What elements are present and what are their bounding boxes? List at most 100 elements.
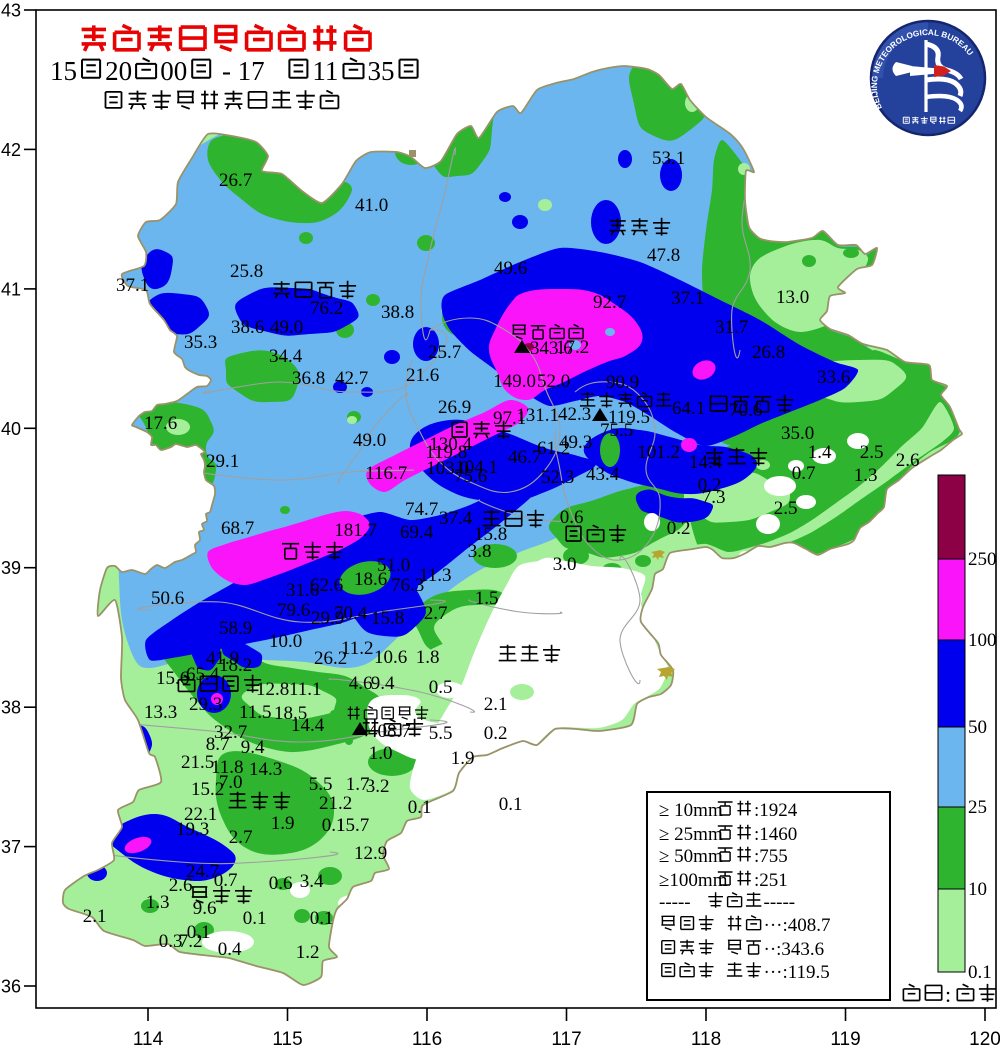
svg-text:32.7: 32.7 (214, 722, 247, 743)
svg-text:62.6: 62.6 (310, 575, 343, 596)
svg-text:51.0: 51.0 (377, 555, 410, 576)
svg-text:46.7: 46.7 (508, 447, 541, 468)
svg-text:1.3: 1.3 (146, 892, 170, 913)
svg-text:17.6: 17.6 (144, 413, 177, 434)
svg-text:38: 38 (1, 698, 21, 718)
svg-text:9.6: 9.6 (193, 898, 217, 919)
svg-text:58.9: 58.9 (219, 618, 252, 639)
svg-text:11.2: 11.2 (341, 638, 374, 659)
svg-text:15: 15 (50, 56, 77, 86)
svg-text:0.6: 0.6 (269, 873, 293, 894)
svg-text:47.8: 47.8 (647, 245, 680, 266)
svg-text:343.6: 343.6 (530, 338, 573, 359)
svg-text:0.1: 0.1 (968, 962, 992, 983)
svg-text:37: 37 (1, 837, 21, 857)
svg-text:26.2: 26.2 (314, 648, 347, 669)
svg-text:29.3: 29.3 (189, 694, 222, 715)
svg-text:120: 120 (969, 1029, 1000, 1048)
svg-text::1924: :1924 (754, 800, 798, 821)
svg-text:65.4: 65.4 (186, 664, 220, 685)
svg-text:10.6: 10.6 (374, 647, 407, 668)
svg-text:75.6: 75.6 (454, 466, 487, 487)
svg-text:17.2: 17.2 (556, 337, 589, 358)
svg-text:0.5: 0.5 (429, 677, 453, 698)
svg-text:2.5: 2.5 (860, 442, 884, 463)
svg-text:18.2: 18.2 (219, 655, 252, 676)
svg-text:0.4: 0.4 (218, 939, 242, 960)
svg-text:19.3: 19.3 (176, 819, 209, 840)
svg-text:7.3: 7.3 (702, 487, 726, 508)
svg-text:250: 250 (968, 549, 997, 570)
svg-text:53.1: 53.1 (652, 148, 685, 169)
svg-text:3.2: 3.2 (366, 776, 390, 797)
svg-text:1.5: 1.5 (475, 588, 499, 609)
svg-text:52.0: 52.0 (537, 371, 570, 392)
svg-text:0.1: 0.1 (243, 908, 267, 929)
svg-text:31.7: 31.7 (715, 317, 748, 338)
svg-text:2.1: 2.1 (83, 906, 107, 927)
svg-text:1.3: 1.3 (854, 465, 878, 486)
svg-text:117: 117 (551, 1029, 581, 1048)
svg-text:0.7: 0.7 (792, 463, 816, 484)
svg-text:10.0: 10.0 (269, 631, 302, 652)
svg-text:35: 35 (368, 56, 395, 86)
svg-text:0.1: 0.1 (322, 815, 346, 836)
svg-text:15.6: 15.6 (156, 668, 189, 689)
svg-text::1460: :1460 (754, 824, 797, 845)
svg-text:≥ 50mm: ≥ 50mm (659, 846, 723, 867)
svg-text:29.9: 29.9 (311, 608, 344, 629)
svg-text:33.6: 33.6 (817, 367, 850, 388)
svg-text:9.4: 9.4 (371, 673, 395, 694)
svg-text:114: 114 (133, 1029, 164, 1048)
svg-text:37.1: 37.1 (116, 275, 149, 296)
svg-text:0.3: 0.3 (159, 931, 183, 952)
svg-text:20: 20 (105, 56, 132, 86)
svg-text:13.0: 13.0 (776, 287, 809, 308)
svg-text:11.1: 11.1 (289, 679, 322, 700)
svg-text:119.8: 119.8 (425, 442, 467, 463)
svg-text:50.6: 50.6 (151, 588, 184, 609)
svg-text:181.7: 181.7 (334, 520, 377, 541)
svg-text:0.2: 0.2 (484, 723, 508, 744)
svg-text:15.7: 15.7 (336, 815, 369, 836)
svg-text:15.2: 15.2 (191, 779, 224, 800)
svg-text:41.9: 41.9 (206, 648, 239, 669)
svg-text:118: 118 (691, 1029, 721, 1048)
svg-text:0.6: 0.6 (560, 507, 584, 528)
svg-text:92.7: 92.7 (593, 292, 626, 313)
svg-text:43.4: 43.4 (586, 464, 620, 485)
svg-text:50: 50 (968, 717, 987, 738)
svg-text:11.3: 11.3 (419, 565, 452, 586)
svg-text:26.8: 26.8 (752, 342, 785, 363)
svg-text:119.5: 119.5 (608, 407, 650, 428)
svg-text:3.4: 3.4 (300, 871, 324, 892)
svg-text:130.4: 130.4 (429, 434, 472, 455)
svg-text:408.7: 408.7 (368, 721, 411, 742)
svg-text:3.0: 3.0 (553, 554, 577, 575)
svg-text:···:119.5: ···:119.5 (764, 962, 830, 983)
svg-text:0.1: 0.1 (310, 908, 334, 929)
svg-text:116: 116 (412, 1029, 442, 1048)
svg-text:68.7: 68.7 (221, 518, 254, 539)
svg-text:7.2: 7.2 (179, 931, 203, 952)
svg-text:2.6: 2.6 (896, 450, 920, 471)
svg-text:35.3: 35.3 (184, 332, 217, 353)
svg-text:42: 42 (1, 140, 21, 160)
svg-text:116.7: 116.7 (365, 463, 407, 484)
svg-text:11.8: 11.8 (211, 757, 244, 778)
svg-text:00: 00 (160, 56, 187, 86)
svg-text:131.1: 131.1 (516, 405, 559, 426)
svg-text:42.7: 42.7 (335, 368, 368, 389)
svg-text:1.2: 1.2 (296, 942, 320, 963)
svg-text:≥ 25mm: ≥ 25mm (659, 824, 723, 845)
svg-text:61.2: 61.2 (537, 438, 570, 459)
svg-text:-----: ----- (764, 892, 796, 913)
svg-text:26.9: 26.9 (438, 397, 471, 418)
svg-text:21.6: 21.6 (406, 365, 439, 386)
svg-text:70.4: 70.4 (334, 603, 368, 624)
svg-text:14.3: 14.3 (249, 759, 282, 780)
svg-text:21.2: 21.2 (319, 793, 352, 814)
svg-text:41: 41 (1, 279, 21, 299)
svg-text:15.8: 15.8 (371, 608, 404, 629)
svg-text:75.5: 75.5 (600, 420, 633, 441)
